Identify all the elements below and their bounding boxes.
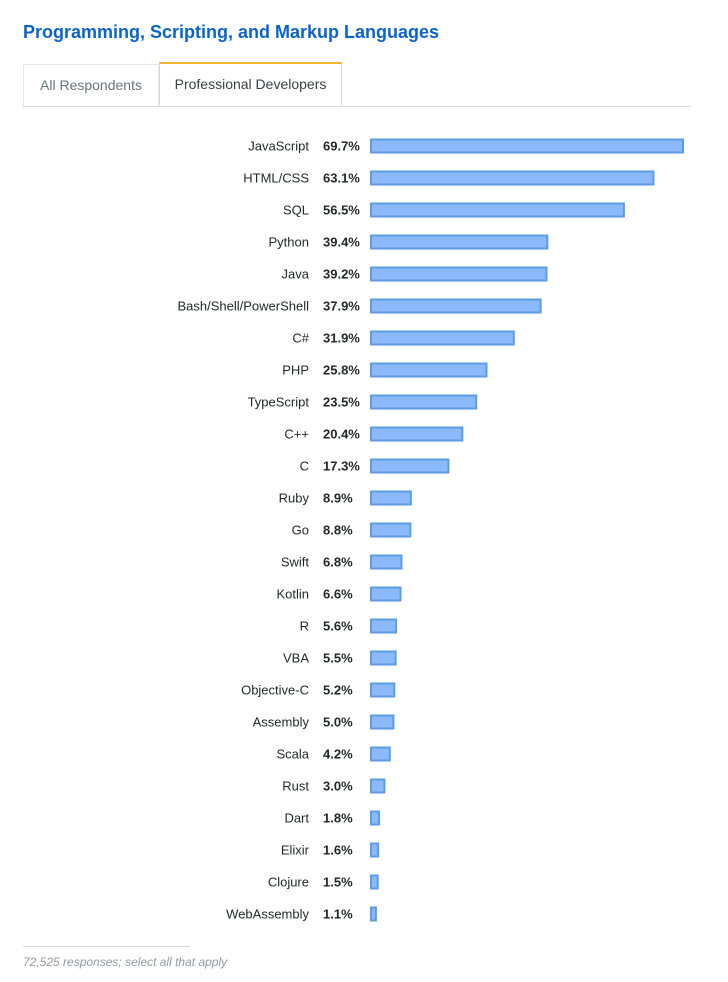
category-label: Swift xyxy=(281,555,310,570)
category-label: WebAssembly xyxy=(226,907,309,922)
page-title: Programming, Scripting, and Markup Langu… xyxy=(23,22,440,42)
value-label: 1.5% xyxy=(323,875,353,890)
category-label: SQL xyxy=(283,203,309,218)
category-label: JavaScript xyxy=(248,139,309,154)
bar xyxy=(370,874,379,890)
value-label: 5.5% xyxy=(323,651,353,666)
bar xyxy=(370,170,655,186)
category-label: Rust xyxy=(282,779,309,794)
value-label: 4.2% xyxy=(323,747,353,762)
value-label: 3.0% xyxy=(323,779,353,794)
value-label: 6.6% xyxy=(323,587,353,602)
bar xyxy=(370,906,377,922)
bar xyxy=(370,458,450,474)
tab-all-respondents[interactable]: All Respondents xyxy=(23,64,159,106)
value-label: 1.1% xyxy=(323,907,353,922)
footnote: 72,525 responses; select all that apply xyxy=(23,955,228,969)
bar xyxy=(370,650,397,666)
value-label: 1.8% xyxy=(323,811,353,826)
category-label: Dart xyxy=(284,811,309,826)
bar xyxy=(370,618,398,634)
category-label: C++ xyxy=(284,427,309,442)
bar xyxy=(370,426,464,442)
value-label: 17.3% xyxy=(323,459,360,474)
category-label: Java xyxy=(282,267,310,282)
category-label: C# xyxy=(292,331,309,346)
bar xyxy=(370,554,403,570)
bar xyxy=(370,522,412,538)
category-label: Objective-C xyxy=(241,683,309,698)
footnote-divider xyxy=(23,946,190,947)
category-label: Assembly xyxy=(253,715,310,730)
bar xyxy=(370,810,381,826)
category-label: Kotlin xyxy=(276,587,309,602)
bar xyxy=(370,234,549,250)
bar xyxy=(370,202,625,218)
value-label: 23.5% xyxy=(323,395,360,410)
bar xyxy=(370,746,391,762)
bar xyxy=(370,714,395,730)
bar xyxy=(370,682,396,698)
respondent-tabs: All Respondents Professional Developers xyxy=(23,62,691,107)
bar xyxy=(370,842,380,858)
value-label: 6.8% xyxy=(323,555,353,570)
category-label: Go xyxy=(292,523,309,538)
category-label: Clojure xyxy=(268,875,309,890)
value-label: 63.1% xyxy=(323,171,360,186)
category-label: Python xyxy=(269,235,309,250)
category-label: HTML/CSS xyxy=(243,171,309,186)
category-label: Scala xyxy=(276,747,309,762)
bar xyxy=(370,778,386,794)
value-label: 5.2% xyxy=(323,683,353,698)
bar xyxy=(370,266,548,282)
bar xyxy=(370,490,412,506)
value-label: 39.2% xyxy=(323,267,360,282)
value-label: 69.7% xyxy=(323,139,360,154)
category-label: TypeScript xyxy=(248,395,310,410)
value-label: 20.4% xyxy=(323,427,360,442)
value-label: 1.6% xyxy=(323,843,353,858)
bar xyxy=(370,394,478,410)
value-label: 37.9% xyxy=(323,299,360,314)
category-label: C xyxy=(300,459,309,474)
category-label: PHP xyxy=(282,363,309,378)
category-label: Bash/Shell/PowerShell xyxy=(177,299,309,314)
value-label: 25.8% xyxy=(323,363,360,378)
value-label: 8.8% xyxy=(323,523,353,538)
value-label: 5.6% xyxy=(323,619,353,634)
bar xyxy=(370,586,402,602)
value-label: 39.4% xyxy=(323,235,360,250)
language-bar-chart: JavaScript 69.7% HTML/CSS 63.1% SQL 56.5% Pyth… xyxy=(177,138,684,922)
tab-professional-developers[interactable]: Professional Developers xyxy=(159,62,342,106)
bar xyxy=(370,138,684,154)
value-label: 56.5% xyxy=(323,203,360,218)
bar xyxy=(370,298,542,314)
category-label: R xyxy=(300,619,309,634)
bar xyxy=(370,330,515,346)
bar xyxy=(370,362,488,378)
value-label: 5.0% xyxy=(323,715,353,730)
category-label: Elixir xyxy=(281,843,310,858)
category-label: VBA xyxy=(283,651,309,666)
value-label: 8.9% xyxy=(323,491,353,506)
value-label: 31.9% xyxy=(323,331,360,346)
category-label: Ruby xyxy=(279,491,310,506)
